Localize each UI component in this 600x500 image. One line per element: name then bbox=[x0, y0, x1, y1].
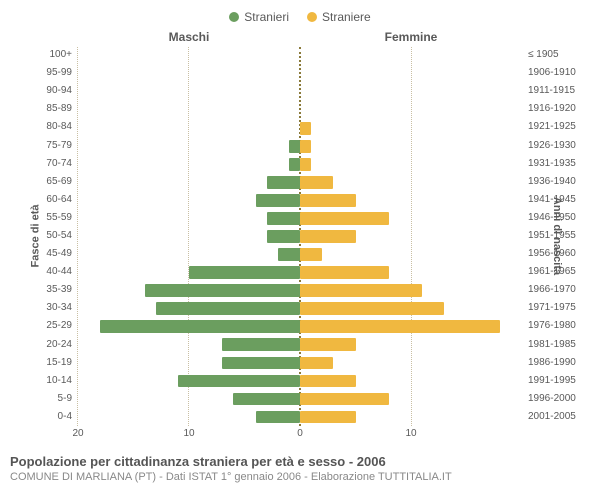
bar-male bbox=[189, 266, 300, 279]
bars-area bbox=[78, 46, 522, 426]
bar-male bbox=[278, 248, 300, 261]
yaxis-left: 100+95-9990-9485-8980-8475-7970-7465-696… bbox=[10, 46, 78, 426]
birth-label: 1981-1985 bbox=[528, 336, 576, 354]
birth-label: 1971-1975 bbox=[528, 299, 576, 317]
birth-label: 2001-2005 bbox=[528, 408, 576, 426]
bar-male bbox=[256, 194, 300, 207]
chart-subtitle: COMUNE DI MARLIANA (PT) - Dati ISTAT 1° … bbox=[10, 471, 590, 483]
bar-female bbox=[300, 338, 356, 351]
bar-male bbox=[100, 320, 300, 333]
bar-male bbox=[267, 212, 300, 225]
header-male: Maschi bbox=[78, 30, 300, 44]
bars-female bbox=[300, 47, 522, 426]
column-headers: Maschi Femmine bbox=[10, 30, 590, 44]
age-label: 55-59 bbox=[46, 209, 72, 227]
bar-male bbox=[267, 230, 300, 243]
xaxis: 20100 10 bbox=[10, 428, 590, 442]
bar-female bbox=[300, 140, 311, 153]
population-pyramid-chart: Stranieri Straniere Maschi Femmine Fasce… bbox=[10, 10, 590, 483]
legend-female: Straniere bbox=[307, 10, 371, 24]
birth-label: 1936-1940 bbox=[528, 173, 576, 191]
bar-female bbox=[300, 194, 356, 207]
bar-female bbox=[300, 248, 322, 261]
xtick: 20 bbox=[72, 428, 83, 439]
age-label: 75-79 bbox=[46, 136, 72, 154]
age-label: 45-49 bbox=[46, 245, 72, 263]
bar-female bbox=[300, 357, 333, 370]
bar-male bbox=[233, 393, 300, 406]
legend-female-label: Straniere bbox=[322, 10, 371, 24]
legend-male-label: Stranieri bbox=[244, 10, 289, 24]
age-label: 50-54 bbox=[46, 227, 72, 245]
birth-label: 1911-1915 bbox=[528, 82, 575, 100]
bar-female bbox=[300, 266, 389, 279]
birth-label: 1926-1930 bbox=[528, 136, 576, 154]
chart-title: Popolazione per cittadinanza straniera p… bbox=[10, 454, 590, 469]
age-label: 25-29 bbox=[46, 317, 72, 335]
bar-female bbox=[300, 375, 356, 388]
bar-male bbox=[289, 140, 300, 153]
bar-female bbox=[300, 411, 356, 424]
bar-female bbox=[300, 393, 389, 406]
bar-male bbox=[145, 284, 300, 297]
bar-female bbox=[300, 320, 500, 333]
legend-male-swatch bbox=[229, 12, 239, 22]
age-label: 60-64 bbox=[46, 191, 72, 209]
bar-female bbox=[300, 212, 389, 225]
age-label: 0-4 bbox=[58, 408, 72, 426]
birth-label: 1986-1990 bbox=[528, 354, 576, 372]
legend-female-swatch bbox=[307, 12, 317, 22]
bar-female bbox=[300, 230, 356, 243]
age-label: 95-99 bbox=[46, 64, 72, 82]
birth-label: ≤ 1905 bbox=[528, 46, 559, 64]
plot-area: Fasce di età Anni di nascita 100+95-9990… bbox=[10, 46, 590, 426]
xtick: 10 bbox=[405, 428, 416, 439]
xtick: 10 bbox=[183, 428, 194, 439]
age-label: 20-24 bbox=[46, 336, 72, 354]
age-label: 35-39 bbox=[46, 281, 72, 299]
age-label: 85-89 bbox=[46, 100, 72, 118]
bar-female bbox=[300, 122, 311, 135]
age-label: 15-19 bbox=[46, 354, 72, 372]
age-label: 90-94 bbox=[46, 82, 72, 100]
xaxis-right: 10 bbox=[300, 428, 522, 442]
yaxis-left-title: Fasce di età bbox=[29, 205, 41, 268]
bar-male bbox=[267, 176, 300, 189]
age-label: 65-69 bbox=[46, 173, 72, 191]
birth-label: 1966-1970 bbox=[528, 281, 576, 299]
birth-label: 1921-1925 bbox=[528, 118, 576, 136]
xaxis-left: 20100 bbox=[78, 428, 300, 442]
age-label: 70-74 bbox=[46, 155, 72, 173]
age-label: 100+ bbox=[49, 46, 72, 64]
bars-male bbox=[78, 47, 300, 426]
bar-female bbox=[300, 284, 422, 297]
birth-label: 1996-2000 bbox=[528, 390, 576, 408]
birth-label: 1906-1910 bbox=[528, 64, 576, 82]
birth-label: 1916-1920 bbox=[528, 100, 576, 118]
bar-male bbox=[178, 375, 300, 388]
birth-label: 1976-1980 bbox=[528, 317, 576, 335]
bar-male bbox=[222, 357, 300, 370]
bar-male bbox=[156, 302, 300, 315]
age-label: 40-44 bbox=[46, 263, 72, 281]
legend-male: Stranieri bbox=[229, 10, 289, 24]
bar-male bbox=[289, 158, 300, 171]
birth-label: 1991-1995 bbox=[528, 372, 576, 390]
bar-female bbox=[300, 158, 311, 171]
bar-male bbox=[256, 411, 300, 424]
bar-female bbox=[300, 302, 444, 315]
birth-label: 1931-1935 bbox=[528, 155, 576, 173]
legend: Stranieri Straniere bbox=[10, 10, 590, 24]
bar-male bbox=[222, 338, 300, 351]
age-label: 80-84 bbox=[46, 118, 72, 136]
yaxis-right-title: Anni di nascita bbox=[551, 197, 563, 275]
age-label: 30-34 bbox=[46, 299, 72, 317]
header-female: Femmine bbox=[300, 30, 522, 44]
bar-female bbox=[300, 176, 333, 189]
age-label: 5-9 bbox=[58, 390, 72, 408]
age-label: 10-14 bbox=[46, 372, 72, 390]
